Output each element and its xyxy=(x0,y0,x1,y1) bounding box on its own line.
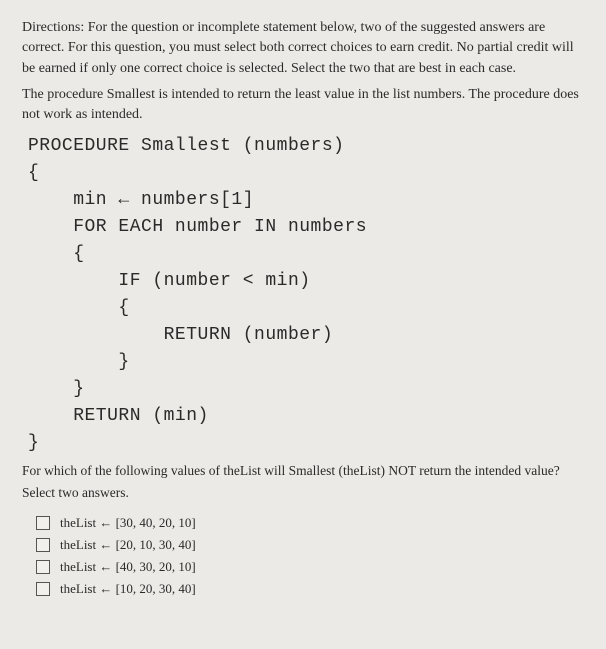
option-label: theList ← [20, 10, 30, 40] xyxy=(60,537,196,553)
option-d[interactable]: theList ← [10, 20, 30, 40] xyxy=(36,581,584,597)
option-a[interactable]: theList ← [30, 40, 20, 10] xyxy=(36,515,584,531)
option-label: theList ← [40, 30, 20, 10] xyxy=(60,559,196,575)
checkbox-icon[interactable] xyxy=(36,516,50,530)
code-block: PROCEDURE Smallest (numbers) { min ← num… xyxy=(28,133,584,457)
checkbox-icon[interactable] xyxy=(36,582,50,596)
option-label: theList ← [30, 40, 20, 10] xyxy=(60,515,196,531)
checkbox-icon[interactable] xyxy=(36,538,50,552)
options-list: theList ← [30, 40, 20, 10] theList ← [20… xyxy=(36,515,584,597)
checkbox-icon[interactable] xyxy=(36,560,50,574)
option-b[interactable]: theList ← [20, 10, 30, 40] xyxy=(36,537,584,553)
question-text: For which of the following values of the… xyxy=(22,461,584,481)
option-c[interactable]: theList ← [40, 30, 20, 10] xyxy=(36,559,584,575)
directions-text: Directions: For the question or incomple… xyxy=(22,18,584,79)
option-label: theList ← [10, 20, 30, 40] xyxy=(60,581,196,597)
problem-statement: The procedure Smallest is intended to re… xyxy=(22,85,584,126)
select-instruction: Select two answers. xyxy=(22,485,584,501)
